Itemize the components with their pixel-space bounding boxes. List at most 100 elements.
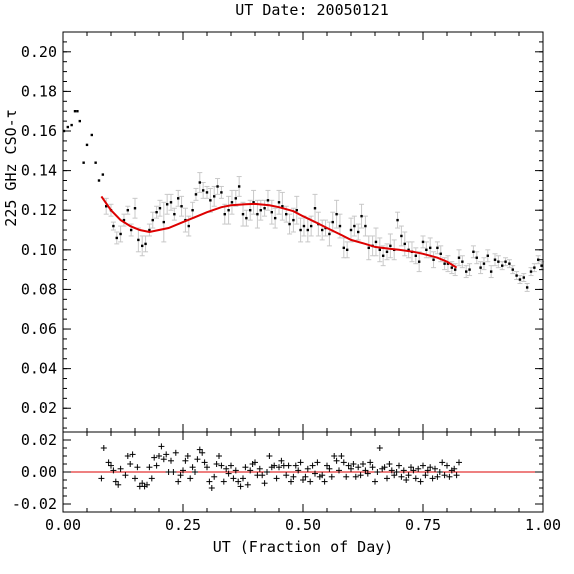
residual-point bbox=[420, 462, 426, 469]
residual-point bbox=[177, 472, 184, 479]
residual-point bbox=[211, 473, 218, 480]
residual-point bbox=[453, 472, 460, 479]
y-tick-label: 0.08 bbox=[21, 280, 57, 298]
data-point bbox=[266, 199, 270, 202]
data-point bbox=[141, 244, 144, 248]
data-point bbox=[385, 250, 389, 254]
residual-point bbox=[278, 457, 285, 464]
data-point bbox=[446, 262, 450, 265]
data-point bbox=[378, 248, 381, 252]
x-tick-label: 1.00 bbox=[525, 516, 561, 534]
data-point bbox=[285, 212, 288, 216]
data-point bbox=[407, 248, 410, 252]
residual-point bbox=[213, 461, 220, 467]
residual-point bbox=[139, 480, 146, 487]
residual-point bbox=[429, 475, 436, 482]
data-point bbox=[429, 246, 432, 250]
residual-point bbox=[175, 478, 182, 485]
data-point bbox=[295, 209, 298, 212]
residual-point bbox=[172, 449, 179, 456]
residual-point bbox=[283, 472, 290, 479]
residual-point bbox=[295, 467, 302, 474]
data-point bbox=[518, 278, 522, 281]
data-point bbox=[389, 244, 392, 248]
data-point-layer bbox=[62, 110, 543, 289]
data-point bbox=[151, 218, 154, 222]
data-point bbox=[425, 248, 428, 252]
data-point bbox=[321, 228, 324, 232]
data-point bbox=[158, 207, 162, 210]
data-point bbox=[374, 240, 378, 244]
data-point bbox=[256, 212, 259, 216]
data-point bbox=[465, 270, 468, 273]
data-point bbox=[105, 205, 108, 208]
data-point bbox=[122, 218, 126, 222]
data-point bbox=[144, 242, 147, 246]
data-point bbox=[191, 209, 194, 212]
data-point bbox=[259, 209, 262, 212]
residual-point bbox=[199, 449, 206, 456]
data-point bbox=[475, 256, 478, 259]
data-point bbox=[97, 179, 101, 182]
residual-point bbox=[367, 459, 374, 466]
data-point bbox=[306, 228, 309, 232]
residual-point bbox=[326, 465, 333, 472]
data-point bbox=[169, 201, 173, 204]
residual-point bbox=[338, 453, 345, 459]
residual-point bbox=[182, 457, 189, 464]
residual-point bbox=[276, 464, 282, 471]
residual-point bbox=[415, 465, 422, 472]
data-point bbox=[73, 110, 77, 113]
data-point bbox=[489, 270, 493, 273]
residual-point bbox=[451, 465, 458, 472]
residual-point bbox=[304, 465, 311, 472]
data-point bbox=[129, 228, 133, 232]
residual-point bbox=[168, 457, 174, 464]
residual-point bbox=[446, 473, 453, 480]
x-tick-label: 0.25 bbox=[165, 516, 201, 534]
residual-point bbox=[228, 462, 234, 469]
data-point bbox=[515, 274, 518, 277]
residual-point bbox=[288, 478, 294, 485]
residual-point bbox=[328, 473, 335, 480]
residual-point bbox=[225, 470, 232, 477]
residual-point bbox=[410, 467, 417, 474]
residual-point bbox=[340, 459, 347, 466]
data-point bbox=[115, 236, 118, 240]
residual-point bbox=[432, 465, 438, 472]
residual-point bbox=[384, 475, 390, 482]
y-tick-label: 0.16 bbox=[21, 122, 57, 140]
residual-point bbox=[170, 469, 177, 475]
chart-title: UT Date: 20050121 bbox=[235, 1, 389, 19]
main-panel: 0.02 0.04 0.06 0.08 0.10 0.12 0.14 0.16 0.18 0.20 bbox=[21, 31, 545, 433]
residual-point bbox=[412, 475, 419, 482]
x-axis-label: UT (Fraction of Day) bbox=[213, 538, 394, 556]
residual-point bbox=[343, 473, 350, 480]
data-point bbox=[338, 224, 342, 228]
residual-point bbox=[400, 467, 407, 474]
data-point bbox=[345, 248, 349, 252]
data-point bbox=[70, 123, 73, 127]
data-point bbox=[482, 262, 486, 265]
residual-point-layer bbox=[98, 443, 462, 491]
res-y-tick-label: 0.00 bbox=[21, 463, 57, 481]
data-point bbox=[94, 161, 97, 164]
residual-point bbox=[216, 453, 222, 459]
data-point bbox=[540, 264, 543, 267]
residual-point bbox=[417, 478, 424, 485]
data-point bbox=[349, 228, 353, 232]
data-point bbox=[468, 268, 471, 271]
residual-point bbox=[360, 461, 366, 467]
data-point bbox=[342, 246, 345, 250]
residual-point bbox=[424, 467, 431, 474]
residual-point bbox=[244, 481, 251, 488]
data-point bbox=[493, 258, 497, 261]
residual-point bbox=[300, 477, 306, 483]
data-point bbox=[76, 110, 79, 113]
data-point bbox=[237, 185, 241, 188]
residual-point bbox=[348, 465, 354, 472]
residual-point bbox=[146, 464, 153, 471]
residual-point bbox=[376, 445, 383, 451]
data-point bbox=[472, 250, 475, 254]
